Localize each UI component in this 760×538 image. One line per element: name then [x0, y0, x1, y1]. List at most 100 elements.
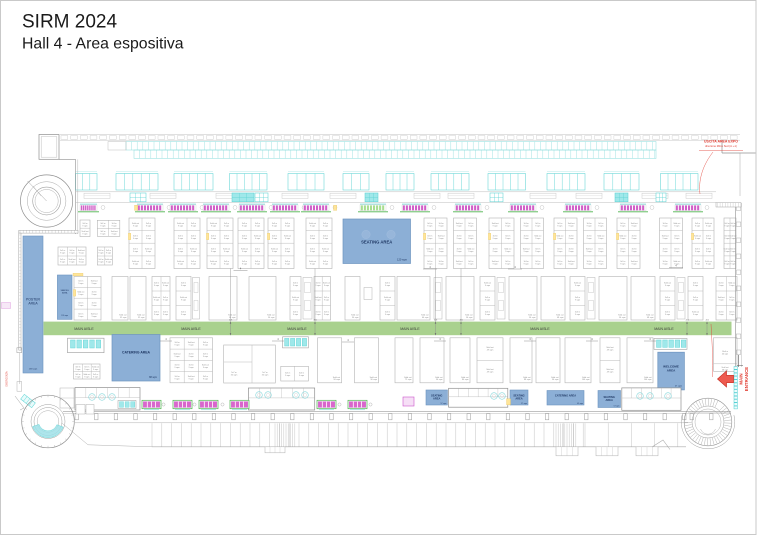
svg-text:3x3 m: 3x3 m [191, 261, 197, 263]
svg-text:3x3 m: 3x3 m [620, 261, 626, 263]
svg-text:3x3 m: 3x3 m [133, 248, 139, 250]
svg-text:9 sqm: 9 sqm [674, 238, 680, 240]
svg-text:Sold out: Sold out [568, 260, 575, 263]
svg-text:9 sqm: 9 sqm [100, 226, 106, 228]
svg-text:9 sqm: 9 sqm [146, 226, 152, 228]
svg-text:3x3 m: 3x3 m [98, 250, 104, 252]
svg-text:SEATING: SEATING [513, 393, 524, 397]
svg-text:3x3 m: 3x3 m [439, 223, 445, 225]
svg-text:35 sqm: 35 sqm [262, 375, 269, 377]
svg-text:3x3 m: 3x3 m [60, 250, 66, 252]
svg-text:9 sqm: 9 sqm [693, 285, 699, 287]
svg-text:3x3 m: 3x3 m [324, 311, 330, 313]
svg-text:9 sqm: 9 sqm [324, 299, 330, 301]
svg-text:9 sqm: 9 sqm [569, 251, 575, 253]
svg-text:9 sqm: 9 sqm [730, 238, 736, 240]
svg-text:direzione MiCo Sud (in +1): direzione MiCo Sud (in +1) [705, 144, 737, 148]
svg-text:4.5: 4.5 [706, 319, 710, 321]
svg-text:Sold out: Sold out [528, 314, 536, 317]
svg-text:3x3 m: 3x3 m [719, 311, 725, 313]
svg-text:9 sqm: 9 sqm [632, 238, 638, 240]
svg-text:9 sqm: 9 sqm [310, 226, 316, 228]
svg-text:Sold out: Sold out [309, 260, 316, 263]
svg-text:96 sqm: 96 sqm [370, 379, 377, 381]
svg-text:9 sqm: 9 sqm [575, 285, 581, 287]
svg-text:9 sqm: 9 sqm [324, 314, 330, 316]
svg-text:9 sqm: 9 sqm [242, 226, 248, 228]
svg-text:9 sqm: 9 sqm [535, 226, 541, 228]
svg-text:3x3 m: 3x3 m [178, 248, 184, 250]
svg-text:Sold out: Sold out [484, 281, 491, 284]
svg-text:9 sqm: 9 sqm [92, 305, 98, 307]
svg-text:9 sqm: 9 sqm [620, 251, 626, 253]
svg-text:9 sqm: 9 sqm [272, 226, 278, 228]
svg-text:3x3 m: 3x3 m [729, 311, 735, 313]
svg-text:9 sqm: 9 sqm [242, 251, 248, 253]
svg-text:3x3 m: 3x3 m [427, 261, 433, 263]
svg-text:3x3 m: 3x3 m [632, 236, 638, 238]
svg-text:9 sqm: 9 sqm [191, 226, 197, 228]
svg-text:9 sqm: 9 sqm [189, 378, 195, 380]
svg-text:3x3 m: 3x3 m [146, 223, 152, 225]
svg-text:9 sqm: 9 sqm [78, 316, 84, 318]
svg-text:4: 4 [439, 339, 441, 341]
svg-text:3x3 m: 3x3 m [191, 236, 197, 238]
svg-text:3x3 m: 3x3 m [82, 223, 88, 225]
svg-text:Sold out: Sold out [333, 376, 341, 379]
svg-text:9 sqm: 9 sqm [505, 263, 511, 265]
svg-text:Sold out: Sold out [456, 222, 463, 225]
svg-text:Sold out: Sold out [644, 376, 652, 379]
svg-text:9 sqm: 9 sqm [706, 263, 712, 265]
svg-text:9 sqm: 9 sqm [178, 238, 184, 240]
svg-text:3x3 m: 3x3 m [587, 223, 593, 225]
svg-text:Sold out: Sold out [77, 291, 84, 294]
svg-text:9 sqm: 9 sqm [730, 263, 736, 265]
svg-text:9 sqm: 9 sqm [493, 226, 499, 228]
svg-text:9 sqm: 9 sqm [224, 238, 230, 240]
svg-text:9 sqm: 9 sqm [505, 251, 511, 253]
svg-text:72 sqm: 72 sqm [405, 379, 412, 381]
svg-text:9 sqm: 9 sqm [178, 226, 184, 228]
svg-text:4: 4 [649, 339, 651, 341]
svg-text:9 sqm: 9 sqm [316, 299, 322, 301]
svg-text:3x3 m: 3x3 m [112, 223, 118, 225]
svg-text:9 sqm: 9 sqm [285, 226, 291, 228]
svg-text:3x3 m: 3x3 m [598, 223, 604, 225]
svg-text:Sold out: Sold out [619, 235, 626, 238]
svg-text:9 sqm: 9 sqm [695, 251, 701, 253]
svg-text:Sold out: Sold out [404, 376, 412, 379]
svg-text:35 sqm: 35 sqm [231, 375, 238, 377]
svg-text:SEATING: SEATING [604, 395, 615, 399]
svg-text:3x3 m: 3x3 m [493, 248, 499, 250]
svg-text:3x3 m: 3x3 m [78, 302, 84, 304]
svg-text:9 sqm: 9 sqm [285, 375, 291, 377]
svg-text:9 sqm: 9 sqm [632, 226, 638, 228]
svg-text:Sold out: Sold out [523, 376, 531, 379]
svg-text:9 sqm: 9 sqm [69, 253, 75, 255]
svg-text:5x7 m: 5x7 m [231, 372, 237, 374]
svg-text:Sold out: Sold out [190, 247, 197, 250]
svg-text:9 sqm: 9 sqm [163, 299, 169, 301]
svg-text:3x3 m: 3x3 m [427, 223, 433, 225]
svg-text:9 sqm: 9 sqm [203, 356, 209, 358]
svg-text:3x3 m: 3x3 m [255, 248, 261, 250]
svg-text:3x3 m: 3x3 m [729, 297, 735, 299]
svg-text:9 sqm: 9 sqm [524, 226, 530, 228]
svg-text:9 sqm: 9 sqm [439, 226, 445, 228]
svg-text:Sold out: Sold out [465, 314, 473, 317]
svg-text:Sold out: Sold out [132, 222, 139, 225]
svg-text:9 sqm: 9 sqm [293, 285, 299, 287]
svg-text:9 sqm: 9 sqm [323, 226, 329, 228]
svg-text:Sold out: Sold out [421, 314, 429, 317]
svg-text:9 sqm: 9 sqm [569, 238, 575, 240]
svg-text:Sold out: Sold out [119, 314, 127, 317]
svg-text:MAIN AISLE: MAIN AISLE [287, 327, 307, 331]
svg-text:9 sqm: 9 sqm [211, 263, 217, 265]
svg-text:3x3 m: 3x3 m [100, 223, 106, 225]
svg-text:3x3 m: 3x3 m [485, 311, 491, 313]
svg-text:56 sqm: 56 sqm [229, 317, 236, 319]
svg-text:104 sqm: 104 sqm [644, 379, 652, 381]
svg-text:9 sqm: 9 sqm [310, 263, 316, 265]
svg-text:Sold out: Sold out [228, 314, 236, 317]
svg-text:Sold out: Sold out [438, 235, 445, 238]
